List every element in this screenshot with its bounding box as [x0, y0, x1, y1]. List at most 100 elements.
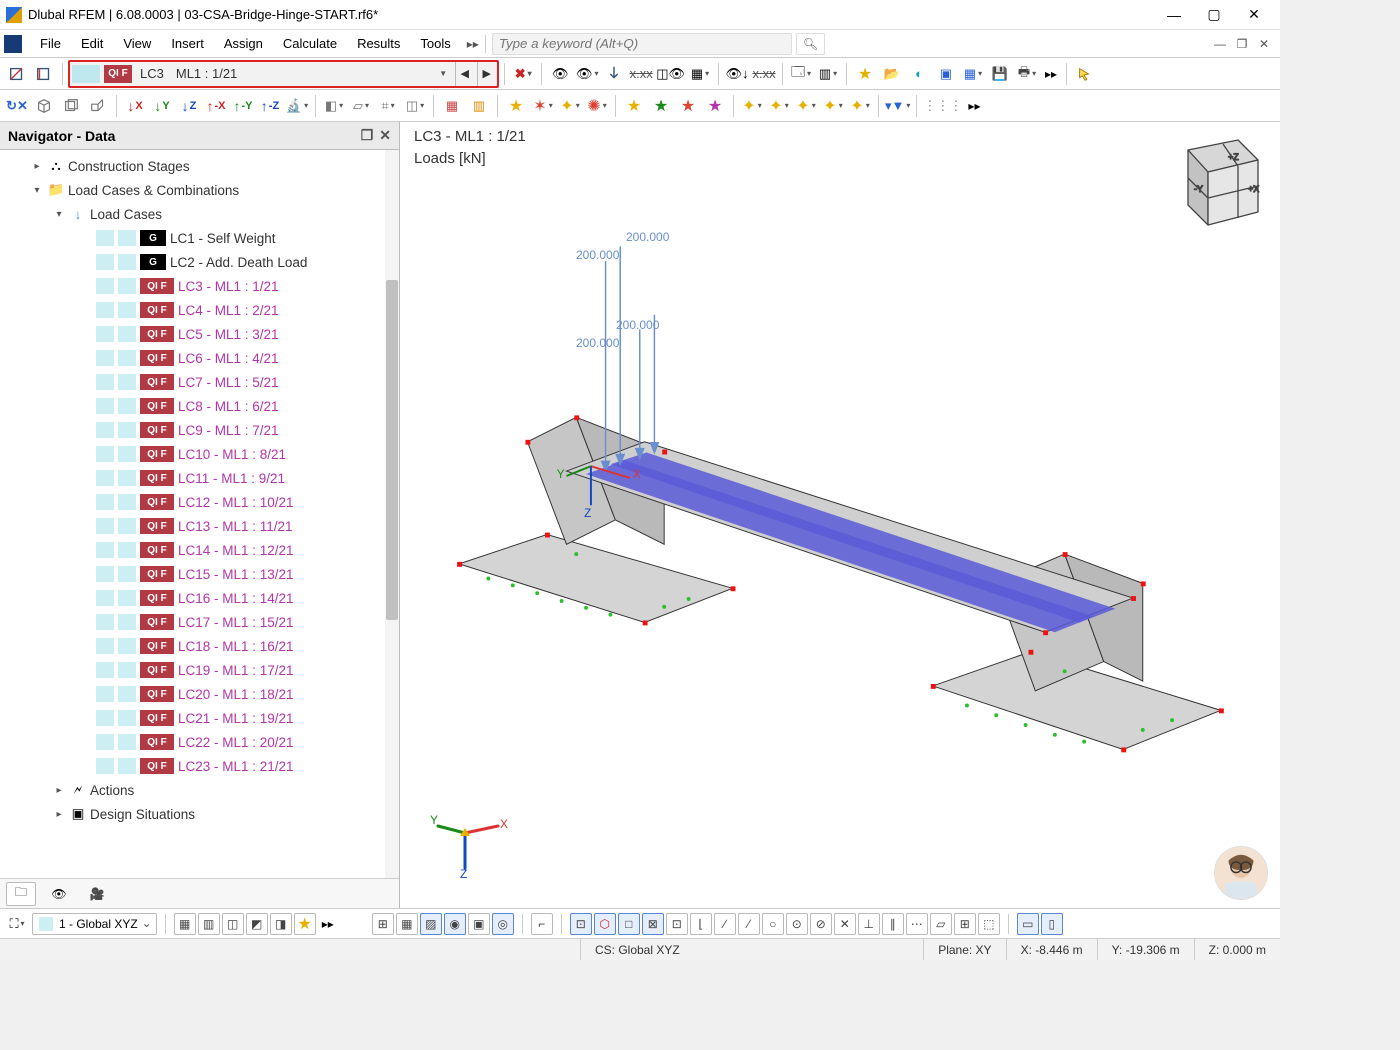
tool-star-7[interactable]: ★	[675, 93, 701, 119]
tool-axis-px[interactable]: ↓X	[122, 93, 148, 119]
close-button[interactable]: ✕	[1234, 1, 1274, 29]
lc-prev-button[interactable]: ◀	[455, 62, 473, 86]
osnap-circle[interactable]: ○	[762, 913, 784, 935]
btool-cs[interactable]: ⛶▾	[4, 911, 30, 937]
menu-file[interactable]: File	[30, 32, 71, 55]
menu-edit[interactable]: Edit	[71, 32, 113, 55]
tool-star-3[interactable]: ✦▾	[557, 93, 583, 119]
osnap-perp[interactable]: ⌊	[690, 913, 712, 935]
tool-axis-nx[interactable]: ↑-X	[203, 93, 229, 119]
btool-1[interactable]: ▦	[174, 913, 196, 935]
tree-actions[interactable]: ▸ 🗲 Actions	[6, 778, 399, 802]
tool-render-3[interactable]: ⌗▾	[375, 93, 401, 119]
tool-mesh-1[interactable]: ▦	[439, 93, 465, 119]
navigator-scrollbar[interactable]	[385, 150, 399, 878]
tree-loadcases-combinations[interactable]: ▾ 📁 Load Cases & Combinations	[6, 178, 399, 202]
tool-ystar-1[interactable]: ✦▾	[739, 93, 765, 119]
tool-axis-pz[interactable]: ↓Z	[176, 93, 202, 119]
tool-delete[interactable]: ✖▾	[510, 61, 536, 87]
lc-dropdown-icon[interactable]: ▼	[435, 69, 451, 78]
btool-3[interactable]: ◫	[222, 913, 244, 935]
tool-box-2[interactable]	[58, 93, 84, 119]
btool-snap-a[interactable]: ▨	[420, 913, 442, 935]
tool-render-1[interactable]: ◧▾	[321, 93, 347, 119]
btool-snap-c[interactable]: ▣	[468, 913, 490, 935]
btool-mesh-b[interactable]: ▦	[396, 913, 418, 935]
tool-render-4[interactable]: ◫▾	[402, 93, 428, 119]
menu-overflow-icon[interactable]: ▸▸	[461, 33, 485, 55]
osnap-dashed[interactable]: ⁄	[738, 913, 760, 935]
tree-lc7[interactable]: QI FLC7 - ML1 : 5/21	[6, 370, 399, 394]
assistant-avatar[interactable]	[1214, 846, 1268, 900]
mdi-minimize-icon[interactable]: —	[1212, 37, 1228, 51]
tool-star-8[interactable]: ★	[702, 93, 728, 119]
tool-new[interactable]: ★	[852, 61, 878, 87]
osnap-node[interactable]: ⊡	[666, 913, 688, 935]
osnap-perp2[interactable]: ⊥	[858, 913, 880, 935]
tool-open[interactable]: 📂	[879, 61, 905, 87]
navigator-scroll-thumb[interactable]	[386, 280, 398, 620]
tool-mesh-2[interactable]: ▥	[466, 93, 492, 119]
loadcase-selector[interactable]: QI F LC3 ML1 : 1/21 ▼ ◀ ▶	[68, 60, 499, 88]
tool-ystar-4[interactable]: ✦▾	[820, 93, 846, 119]
navigator-undock-icon[interactable]: ❐	[361, 127, 374, 144]
osnap-sel[interactable]: ⬚	[978, 913, 1000, 935]
tool-zoom[interactable]: 🔬▾	[284, 93, 310, 119]
btool-4[interactable]: ◩	[246, 913, 268, 935]
menu-results[interactable]: Results	[347, 32, 410, 55]
osnap-parallel[interactable]: ∥	[882, 913, 904, 935]
tree-construction-stages[interactable]: ▸ ⛬ Construction Stages	[6, 154, 399, 178]
btool-angle[interactable]: ⌐	[531, 913, 553, 935]
toolbar1-overflow-icon[interactable]: ▸▸	[1041, 63, 1061, 85]
search-icon[interactable]: 🔍︎	[796, 33, 825, 55]
tree-lc20[interactable]: QI FLC20 - ML1 : 18/21	[6, 682, 399, 706]
btool-mesh-a[interactable]: ⊞	[372, 913, 394, 935]
osnap-int[interactable]: ✕	[834, 913, 856, 935]
tool-window-split[interactable]: ▥▾	[815, 61, 841, 87]
tool-render-2[interactable]: ▱▾	[348, 93, 374, 119]
tool-results-a[interactable]	[4, 61, 30, 87]
menu-tools[interactable]: Tools	[410, 32, 460, 55]
osnap-tangent[interactable]: ⊘	[810, 913, 832, 935]
tool-view-table[interactable]: ▦▾	[687, 61, 713, 87]
cs-combo[interactable]: 1 - Global XYZ	[32, 913, 157, 935]
tool-star-1[interactable]: ★	[503, 93, 529, 119]
nav-tab-views[interactable]: 🎥	[82, 882, 112, 906]
navigator-close-icon[interactable]: ✕	[379, 127, 391, 144]
tree-lc6[interactable]: QI FLC6 - ML1 : 4/21	[6, 346, 399, 370]
tool-ystar-3[interactable]: ✦▾	[793, 93, 819, 119]
btool-2[interactable]: ▥	[198, 913, 220, 935]
btool-snap-b[interactable]: ◉	[444, 913, 466, 935]
osnap-center[interactable]: ⊙	[786, 913, 808, 935]
menu-view[interactable]: View	[113, 32, 161, 55]
tool-view-eye-1[interactable]: 👁	[547, 61, 573, 87]
tool-grid[interactable]: ⋮⋮⋮	[922, 93, 963, 119]
tree-lc13[interactable]: QI FLC13 - ML1 : 11/21	[6, 514, 399, 538]
tool-box-3[interactable]	[85, 93, 111, 119]
tree-lc9[interactable]: QI FLC9 - ML1 : 7/21	[6, 418, 399, 442]
osnap-grid2[interactable]: ⊞	[954, 913, 976, 935]
osnap-end[interactable]: □	[618, 913, 640, 935]
tool-ystar-5[interactable]: ✦▾	[847, 93, 873, 119]
tool-view-load-arrow[interactable]	[601, 61, 627, 87]
tool-axis-ny[interactable]: ↑-Y	[230, 93, 256, 119]
tree-lc1[interactable]: G LC1 - Self Weight	[6, 226, 399, 250]
osnap-magnet[interactable]: ⬡	[594, 913, 616, 935]
tree-loadcases[interactable]: ▾ ↓ Load Cases	[6, 202, 399, 226]
tree-lc10[interactable]: QI FLC10 - ML1 : 8/21	[6, 442, 399, 466]
tool-block[interactable]: ▣	[933, 61, 959, 87]
tool-axis-nz[interactable]: ↑-Z	[257, 93, 283, 119]
tool-results-b[interactable]	[31, 61, 57, 87]
tree-lc21[interactable]: QI FLC21 - ML1 : 19/21	[6, 706, 399, 730]
tree-lc23[interactable]: QI FLC23 - ML1 : 21/21	[6, 754, 399, 778]
tool-view-cube-eye[interactable]: ◫👁	[655, 61, 686, 87]
tool-view-strike[interactable]: x.xx	[628, 61, 654, 87]
navigator-tree[interactable]: ▸ ⛬ Construction Stages ▾ 📁 Load Cases &…	[0, 150, 399, 878]
tool-view-eye-2[interactable]: 👁▾	[574, 61, 600, 87]
tree-lc18[interactable]: QI FLC18 - ML1 : 16/21	[6, 634, 399, 658]
tool-filter[interactable]: ▾▼▾	[884, 93, 911, 119]
tree-lc17[interactable]: QI FLC17 - ML1 : 15/21	[6, 610, 399, 634]
tool-eye-arrow[interactable]: 👁↓	[724, 61, 750, 87]
osnap-grid[interactable]: ⊡	[570, 913, 592, 935]
nav-tab-data[interactable]: 🗀	[6, 882, 36, 906]
